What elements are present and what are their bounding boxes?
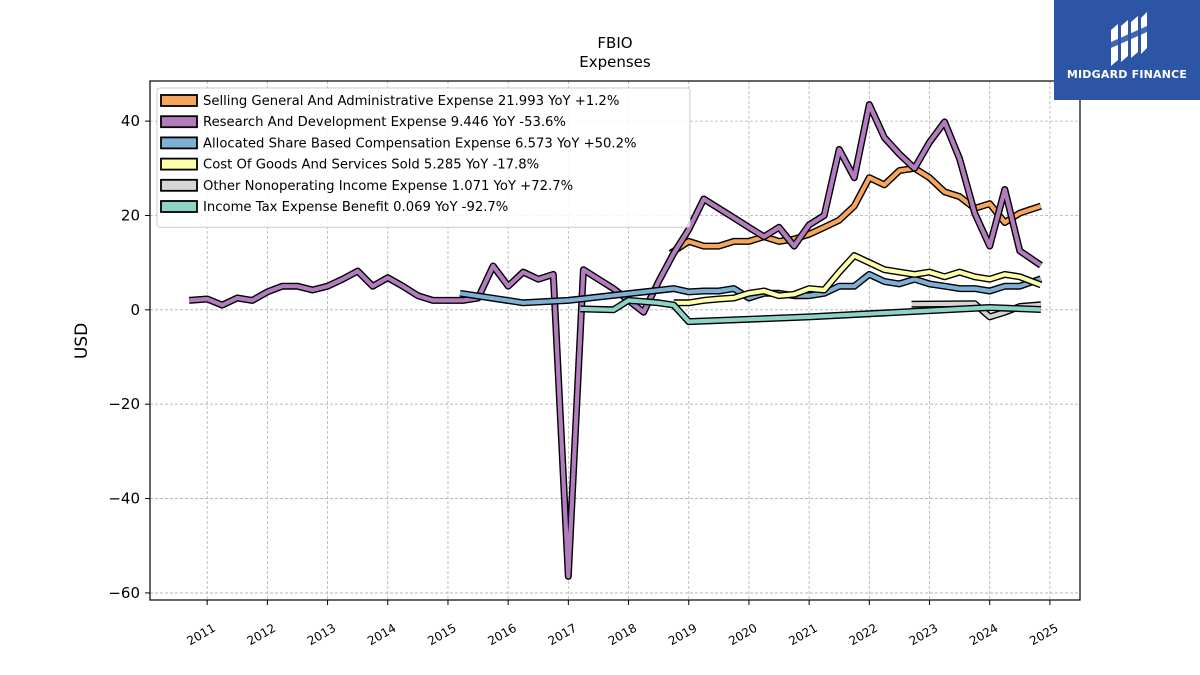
y-axis-label: USD <box>72 323 92 359</box>
logo-text: MIDGARD FINANCE <box>1066 68 1188 81</box>
x-tick-label: 2013 <box>305 621 338 648</box>
chart-subtitle: Expenses <box>579 53 651 71</box>
x-tick-label: 2024 <box>967 621 1000 648</box>
x-tick-label: 2020 <box>726 621 759 648</box>
legend-swatch <box>160 157 198 171</box>
x-tick-label: 2025 <box>1027 621 1060 648</box>
x-tick-label: 2014 <box>365 621 398 648</box>
series-line <box>188 102 1043 579</box>
legend-label: Other Nonoperating Income Expense 1.071 … <box>203 179 573 194</box>
legend-label: Selling General And Administrative Expen… <box>203 94 619 109</box>
x-tick-label: 2021 <box>786 621 819 648</box>
x-tick-label: 2015 <box>425 621 458 648</box>
y-tick-label: −40 <box>108 490 140 508</box>
x-tick-label: 2016 <box>485 621 518 648</box>
midgard-finance-logo: MIDGARD FINANCE <box>1054 0 1200 100</box>
series-3 <box>459 270 1043 307</box>
legend-label: Income Tax Expense Benefit 0.069 YoY -92… <box>203 200 508 215</box>
legend-swatch <box>160 136 198 150</box>
x-tick-label: 2022 <box>847 621 880 648</box>
series-line <box>673 253 1042 305</box>
legend-swatch <box>160 200 198 213</box>
midgard-logo-mark-icon <box>1111 12 1147 66</box>
x-tick-label: 2019 <box>666 621 699 648</box>
x-tick-label: 2018 <box>606 621 639 648</box>
x-tick-label: 2012 <box>245 621 278 648</box>
series-2 <box>188 101 1043 580</box>
legend-label: Cost Of Goods And Services Sold 5.285 Yo… <box>203 158 539 173</box>
legend: Selling General And Administrative Expen… <box>156 87 691 228</box>
legend-swatch <box>160 94 198 107</box>
legend-box <box>156 87 691 228</box>
plot-frame <box>149 80 1081 601</box>
series-group <box>188 101 1043 580</box>
series-6 <box>580 296 1042 326</box>
legend-label: Allocated Share Based Compensation Expen… <box>203 136 637 151</box>
x-tick-label: 2023 <box>907 621 940 648</box>
y-tick-label: 20 <box>121 206 140 224</box>
series-line <box>580 298 1041 324</box>
x-tick-label: 2017 <box>546 621 579 648</box>
legend-label: Research And Development Expense 9.446 Y… <box>203 115 566 130</box>
legend-swatch <box>160 115 198 129</box>
x-tick-label: 2011 <box>184 621 217 648</box>
y-tick-label: −60 <box>108 584 140 602</box>
series-line <box>459 272 1042 305</box>
y-tick-label: 0 <box>130 301 140 319</box>
y-tick-label: 40 <box>121 112 140 130</box>
series-4 <box>673 252 1043 307</box>
legend-swatch <box>160 178 198 192</box>
chart-title: FBIO <box>597 34 632 52</box>
y-tick-label: −20 <box>108 395 140 413</box>
